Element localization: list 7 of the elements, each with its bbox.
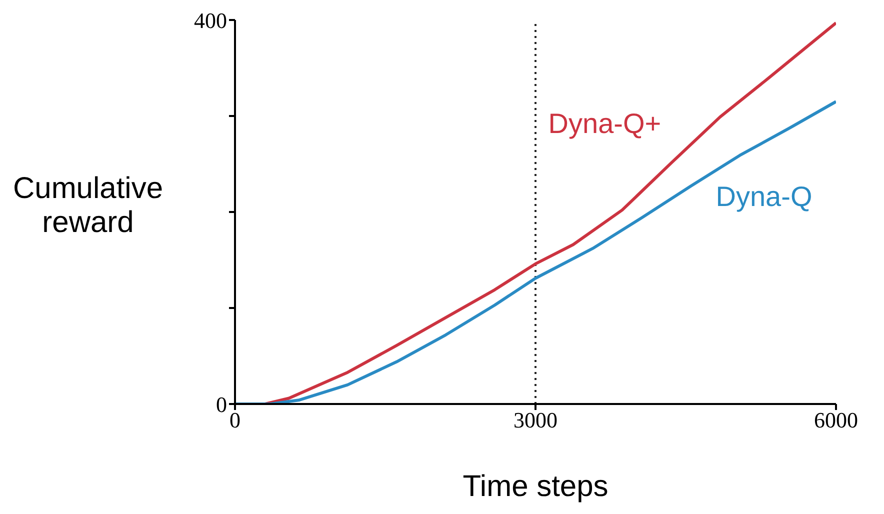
x-tick-label: 6000 xyxy=(814,408,858,433)
x-tick-label: 3000 xyxy=(514,408,558,433)
series-label: Dyna-Q+ xyxy=(548,108,662,140)
y-tick-label: 400 xyxy=(194,8,227,33)
series-label: Dyna-Q xyxy=(716,181,812,212)
x-axis-title: Time steps xyxy=(462,470,608,503)
y-axis-title: Cumulative reward xyxy=(12,172,164,239)
